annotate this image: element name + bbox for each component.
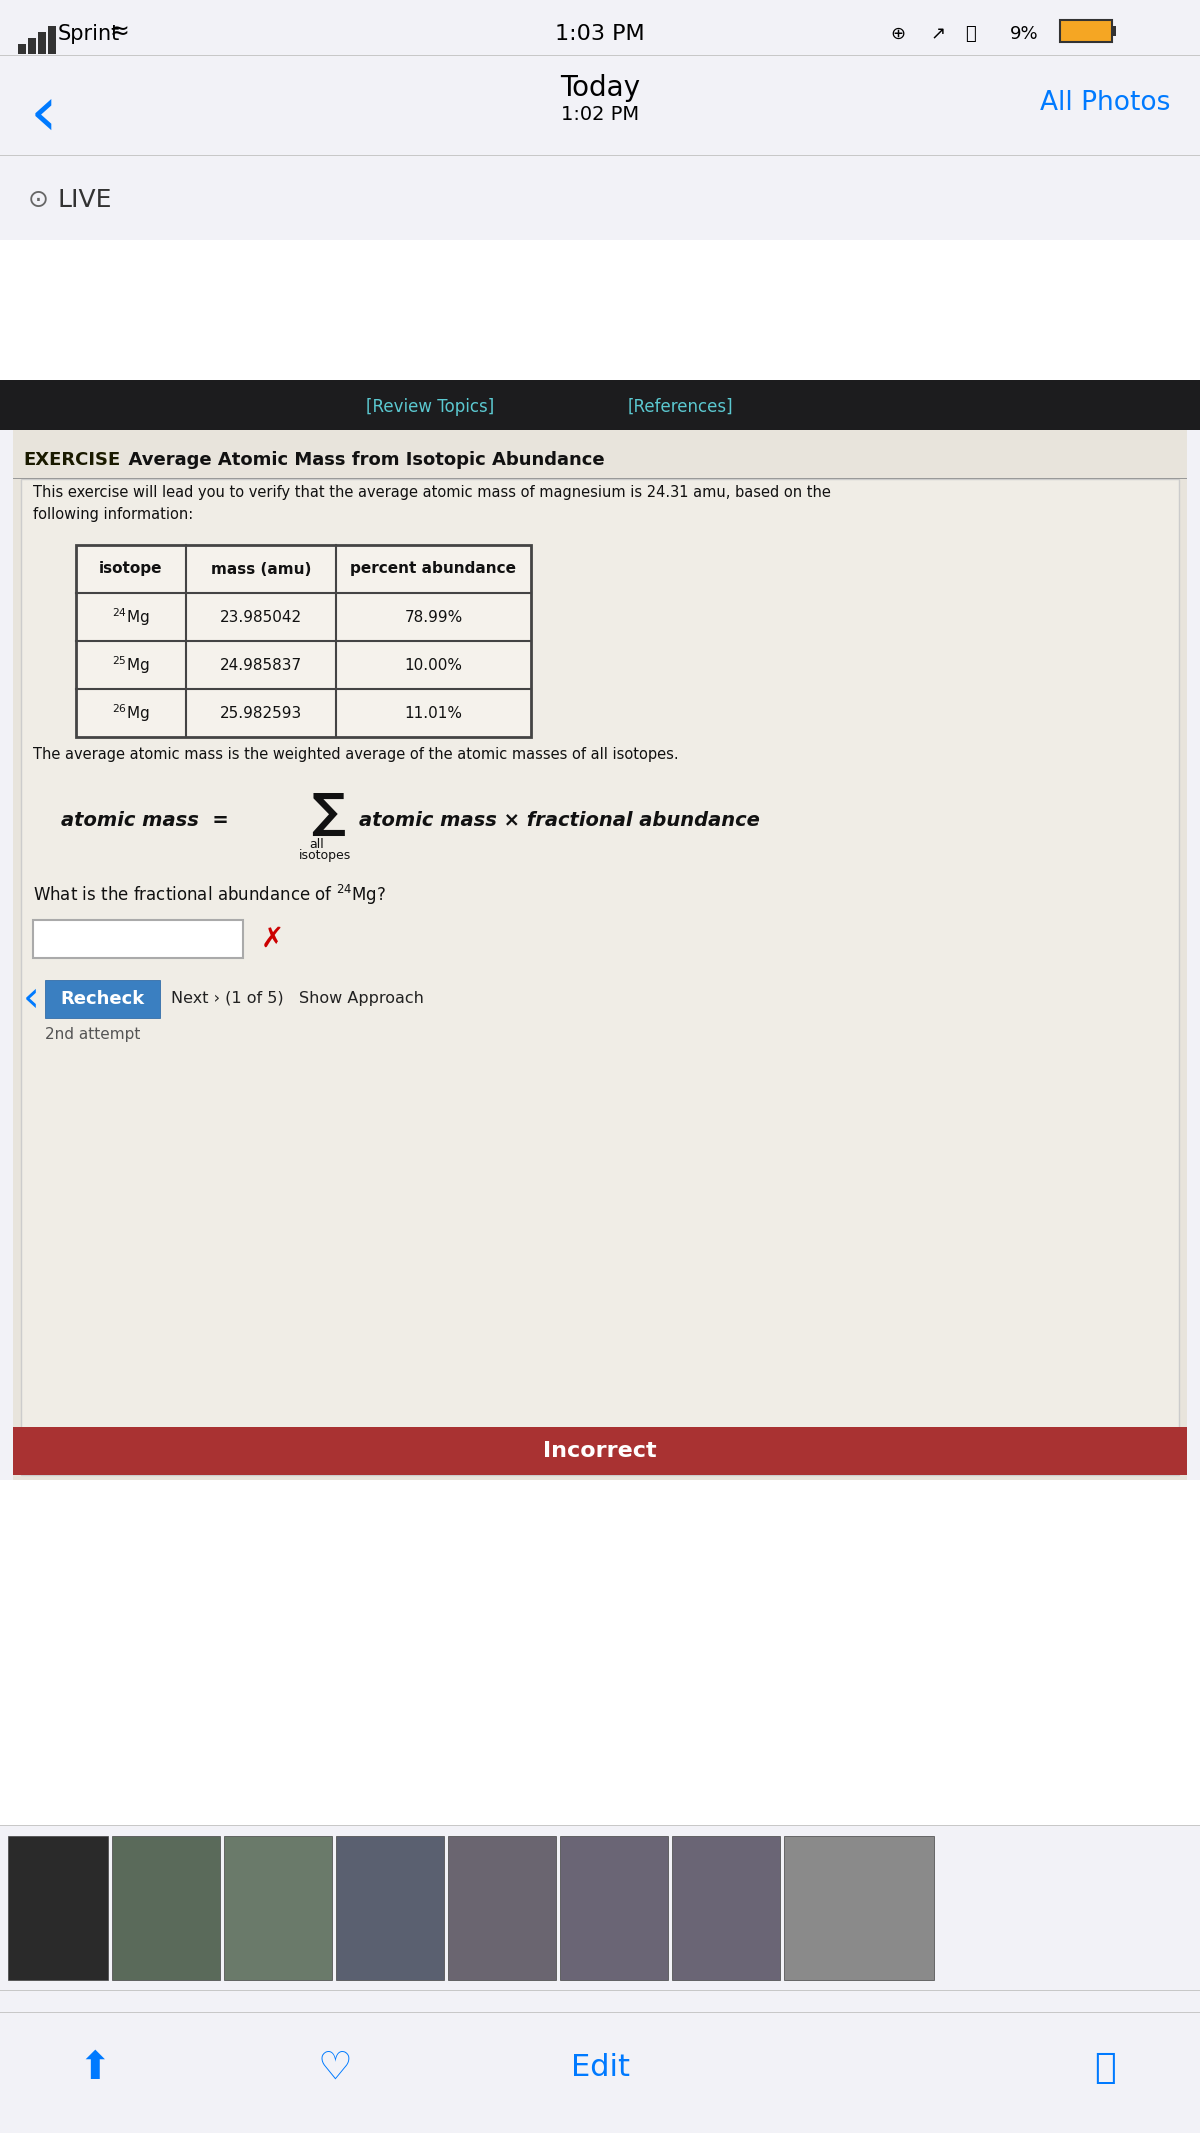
Text: $^{25}$Mg: $^{25}$Mg — [112, 655, 150, 676]
Text: 25.982593: 25.982593 — [220, 706, 302, 721]
Bar — [76, 546, 530, 738]
Text: atomic mass  =: atomic mass = — [61, 811, 229, 830]
Text: ✗: ✗ — [262, 926, 284, 953]
Bar — [22, 480, 1178, 1476]
Text: ⏰: ⏰ — [965, 26, 976, 43]
Bar — [0, 1826, 1200, 1990]
Text: atomic mass × fractional abundance: atomic mass × fractional abundance — [359, 811, 760, 830]
Bar — [38, 32, 46, 53]
Bar — [0, 380, 1200, 431]
Text: isotope: isotope — [100, 561, 163, 576]
Bar — [13, 1427, 1187, 1476]
Text: 9%: 9% — [1010, 26, 1039, 43]
Text: ‹: ‹ — [23, 979, 40, 1020]
Text: 1:02 PM: 1:02 PM — [560, 105, 640, 124]
Text: $^{26}$Mg: $^{26}$Mg — [112, 702, 150, 723]
Bar — [0, 380, 1200, 431]
Text: Recheck: Recheck — [60, 990, 145, 1009]
Text: ⬆: ⬆ — [79, 2050, 112, 2086]
Text: 23.985042: 23.985042 — [220, 610, 302, 625]
Bar — [28, 38, 36, 53]
Bar — [0, 55, 1200, 156]
Text: [References]: [References] — [628, 399, 733, 416]
Text: ⊙: ⊙ — [28, 188, 49, 211]
Bar — [48, 26, 56, 53]
Text: What is the fractional abundance of $^{24}$Mg?: What is the fractional abundance of $^{2… — [34, 883, 386, 907]
Text: $^{24}$Mg: $^{24}$Mg — [112, 606, 150, 627]
Bar — [18, 45, 26, 53]
Bar — [34, 919, 242, 958]
Text: Incorrect: Incorrect — [544, 1442, 656, 1461]
Text: percent abundance: percent abundance — [350, 561, 516, 576]
Text: EXERCISE: EXERCISE — [23, 450, 120, 469]
Text: ∑: ∑ — [311, 791, 344, 836]
Bar — [560, 1837, 668, 1979]
Bar — [784, 1837, 934, 1979]
Text: All Photos: All Photos — [1039, 90, 1170, 115]
Bar — [448, 1837, 556, 1979]
Text: LIVE: LIVE — [58, 188, 113, 211]
Bar — [672, 1837, 780, 1979]
Text: Edit: Edit — [570, 2054, 630, 2082]
Text: following information:: following information: — [34, 508, 193, 523]
Bar — [0, 2014, 1200, 2133]
Text: ‹: ‹ — [30, 81, 58, 149]
Bar — [1112, 26, 1116, 36]
Bar — [224, 1837, 332, 1979]
Text: [Review Topics]: [Review Topics] — [366, 399, 494, 416]
Bar — [1062, 21, 1110, 41]
Text: Average Atomic Mass from Isotopic Abundance: Average Atomic Mass from Isotopic Abunda… — [116, 450, 605, 469]
Bar — [0, 0, 1200, 55]
Bar — [336, 1837, 444, 1979]
Text: 1:03 PM: 1:03 PM — [556, 23, 644, 45]
Bar — [13, 431, 1187, 1480]
Text: Next › (1 of 5)   Show Approach: Next › (1 of 5) Show Approach — [172, 992, 424, 1007]
Bar — [0, 1480, 1200, 1830]
Bar — [1060, 19, 1112, 43]
Text: 78.99%: 78.99% — [404, 610, 463, 625]
Text: This exercise will lead you to verify that the average atomic mass of magnesium : This exercise will lead you to verify th… — [34, 484, 830, 499]
Text: 2nd attempt: 2nd attempt — [46, 1026, 140, 1041]
Bar — [13, 431, 1187, 478]
Text: 10.00%: 10.00% — [404, 657, 462, 672]
Text: 24.985837: 24.985837 — [220, 657, 302, 672]
Bar — [8, 1837, 108, 1979]
Text: ↗: ↗ — [930, 26, 946, 43]
Text: all: all — [310, 838, 324, 851]
Text: ⊕: ⊕ — [890, 26, 905, 43]
Text: 🗑: 🗑 — [1094, 2052, 1116, 2084]
Text: ♡: ♡ — [318, 2050, 353, 2086]
Text: 11.01%: 11.01% — [404, 706, 462, 721]
Text: Today: Today — [560, 75, 640, 102]
Text: ≈: ≈ — [110, 19, 130, 45]
Text: isotopes: isotopes — [299, 849, 352, 862]
Bar — [0, 241, 1200, 380]
Text: The average atomic mass is the weighted average of the atomic masses of all isot: The average atomic mass is the weighted … — [34, 747, 679, 761]
Bar — [0, 1990, 1200, 2014]
Text: mass (amu): mass (amu) — [211, 561, 311, 576]
Text: Sprint: Sprint — [58, 23, 120, 45]
Bar — [46, 979, 160, 1017]
Bar — [112, 1837, 220, 1979]
